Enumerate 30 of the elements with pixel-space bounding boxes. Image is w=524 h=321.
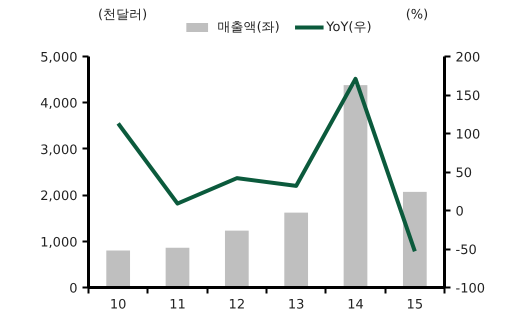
y-tick-label: 1,000 [40,235,78,250]
bar [402,192,427,288]
y2-tick-label: 0 [456,204,464,220]
x-tick-label: 12 [228,298,246,312]
y-tick-label: 0 [69,282,78,296]
y2-tick-label: -100 [456,282,486,296]
legend-label: 매출액(좌) [218,20,280,35]
y2-tick-label: -50 [456,243,477,258]
bar [224,230,249,288]
x-tick-label: 14 [347,298,364,312]
y-tick-label: 4,000 [40,96,78,112]
y2-tick-label: 100 [456,128,480,142]
x-tick-label: 10 [110,298,126,312]
legend-label: YoY(우) [325,20,372,35]
x-tick-label: 13 [288,298,304,312]
y2-tick-label: 50 [456,166,472,181]
bar [166,248,190,288]
bar [106,250,130,288]
y2-tick-label: 150 [456,89,480,104]
line-series [116,76,417,254]
bar [284,212,308,288]
y-tick-label: 2,000 [40,189,78,204]
bar [344,85,368,288]
x-tick-label: 11 [169,298,186,312]
y2-axis-title: (%) [406,8,428,22]
y-tick-label: 5,000 [40,50,78,66]
y-axis-title: (천달러) [98,8,148,22]
y2-tick-label: 200 [456,50,480,66]
x-tick-label: 15 [406,298,424,312]
y-tick-label: 3,000 [40,142,78,158]
